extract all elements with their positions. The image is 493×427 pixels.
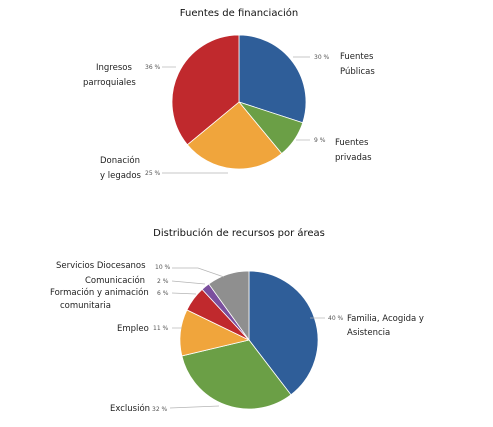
leader-line xyxy=(172,267,225,278)
pie-slices xyxy=(171,34,307,170)
leader-line xyxy=(171,280,206,285)
pie-slice xyxy=(186,101,283,170)
slice-category-label: privadas xyxy=(335,153,372,163)
slice-category-label: Asistencia xyxy=(347,328,390,338)
chart-title: Fuentes de financiación xyxy=(180,7,298,19)
slice-category-label: Fuentes xyxy=(335,138,369,148)
slice-category-label: Familia, Acogida y xyxy=(347,314,424,324)
slice-category-label: Fuentes xyxy=(340,52,374,62)
slice-category-label: Ingresos xyxy=(96,63,132,73)
slice-percent-label: 6 % xyxy=(157,290,169,297)
chart-title: Distribución de recursos por áreas xyxy=(153,227,325,239)
pie-slices xyxy=(179,270,319,410)
pie-annotations: 30 % Fuentes Públicas 9 % Fuentes privadas 25 … xyxy=(83,52,375,181)
slice-category-label: parroquiales xyxy=(83,78,136,88)
slice-percent-label: 9 % xyxy=(314,137,326,144)
pie-annotations: 40 % Familia, Acogida y Asistencia 32 %Excl… xyxy=(50,261,424,414)
slice-percent-label: 32 % xyxy=(152,406,168,413)
slice-category-label: Exclusión xyxy=(110,403,150,414)
slice-category-label: y legados xyxy=(100,171,142,181)
slice-percent-label: 36 % xyxy=(145,64,161,71)
slice-category-label: Comunicación xyxy=(85,275,145,286)
pie-slice xyxy=(238,34,307,124)
slice-category-label: Donación xyxy=(100,155,140,166)
slice-category-label: Servicios Diocesanos xyxy=(56,261,146,271)
slice-category-label: comunitaria xyxy=(60,301,111,311)
leader-line xyxy=(171,292,197,295)
slice-percent-label: 2 % xyxy=(157,278,169,285)
funding-sources-chart: Fuentes de financiación 30 % Fuentes Públi… xyxy=(83,7,375,181)
slice-percent-label: 25 % xyxy=(145,170,161,177)
slice-category-label: Formación y animación xyxy=(50,287,149,298)
pie-slice xyxy=(171,34,240,146)
slice-percent-label: 10 % xyxy=(155,264,171,271)
pie-slice xyxy=(181,339,292,410)
slice-percent-label: 30 % xyxy=(314,54,330,61)
pie-slice xyxy=(208,270,250,342)
leader-line xyxy=(169,405,220,409)
slice-percent-label: 11 % xyxy=(153,325,169,332)
slice-percent-label: 40 % xyxy=(328,315,344,322)
resource-distribution-chart: Distribución de recursos por áreas 40 % F… xyxy=(50,227,424,414)
slice-category-label: Públicas xyxy=(340,67,375,77)
slice-category-label: Empleo xyxy=(117,324,149,334)
